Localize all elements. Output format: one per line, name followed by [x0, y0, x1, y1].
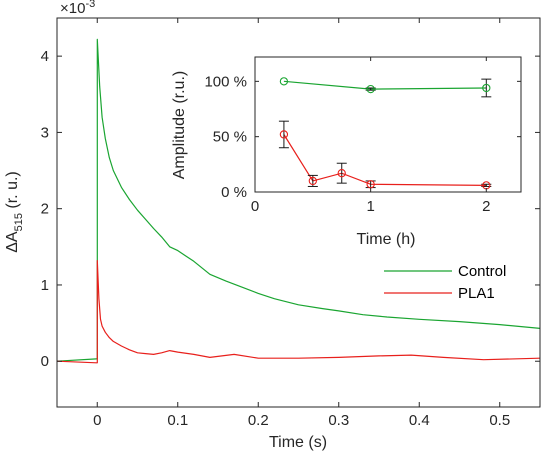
- inset-y-ticks: 0 % 50 % 100 %: [204, 73, 521, 201]
- inset-x-tick-label: 2: [482, 198, 490, 215]
- inset-y-tick-label: 50 %: [213, 129, 247, 146]
- inset-plot-frame: [254, 56, 522, 193]
- y-tick-label: 4: [41, 48, 49, 65]
- legend-box: [378, 256, 526, 308]
- inset-error-bar: [278, 120, 289, 149]
- inset-data-point: [366, 84, 375, 94]
- main-series-group: [56, 38, 541, 364]
- x-tick-label: 0: [93, 412, 101, 429]
- legend: Control PLA1: [378, 256, 526, 308]
- x-tick-label: 0.1: [167, 412, 188, 429]
- inset-data-point: [279, 77, 289, 86]
- inset-data-point: [308, 176, 317, 186]
- main-y-exponent: ×10-3: [60, 0, 95, 17]
- main-y-axis-label-units: (r. u.): [4, 171, 21, 213]
- inset-x-tick-label: 0: [251, 198, 259, 215]
- main-y-ticks: 0 1 2 3 4: [41, 48, 540, 370]
- main-x-axis-label: Time (s): [269, 434, 327, 451]
- x-tick-label: 0.2: [248, 412, 269, 429]
- legend-label-control: Control: [458, 263, 506, 280]
- inset-plot-area: [255, 57, 521, 192]
- main-y-exponent-power: -3: [85, 0, 95, 10]
- inset-y-axis-label: Amplitude (r.u.): [171, 71, 188, 179]
- inset-data-point: [366, 180, 375, 189]
- main-plot-frame: [56, 17, 541, 408]
- main-y-exponent-prefix: ×10: [60, 0, 85, 17]
- y-tick-label: 1: [41, 277, 49, 294]
- inset-y-tick-label: 0 %: [221, 184, 247, 201]
- y-tick-label: 3: [41, 124, 49, 141]
- series-line-control: [56, 38, 541, 362]
- x-tick-label: 0.3: [328, 412, 349, 429]
- inset-data-point: [337, 169, 346, 178]
- inset-data-point: [482, 83, 491, 93]
- x-tick-label: 0.4: [409, 412, 430, 429]
- inset-series-group: [278, 77, 492, 190]
- main-y-axis-label-main: ΔA: [4, 231, 21, 253]
- inset-error-bar: [481, 78, 492, 98]
- inset-x-ticks: 0 1 2: [251, 57, 490, 215]
- inset-plot: 0 1 2 0 % 50 % 100 % Time (h) Amplitude (r.u…: [171, 56, 522, 248]
- inset-x-tick-label: 1: [366, 198, 374, 215]
- main-y-axis-label-subscript: 515: [13, 213, 25, 231]
- inset-y-tick-label: 100 %: [204, 73, 247, 90]
- inset-error-bar: [336, 162, 347, 184]
- inset-data-point: [279, 130, 289, 139]
- x-tick-label: 0.5: [489, 412, 510, 429]
- inset-x-axis-label: Time (h): [357, 231, 416, 248]
- y-tick-label: 2: [41, 201, 49, 218]
- y-tick-label: 0: [41, 353, 49, 370]
- main-x-ticks: 0 0.1 0.2 0.3 0.4 0.5: [93, 18, 510, 429]
- main-y-axis-label: ΔA515 (r. u.): [4, 171, 25, 253]
- series-line-pla1: [56, 260, 541, 364]
- legend-label-pla1: PLA1: [458, 285, 495, 302]
